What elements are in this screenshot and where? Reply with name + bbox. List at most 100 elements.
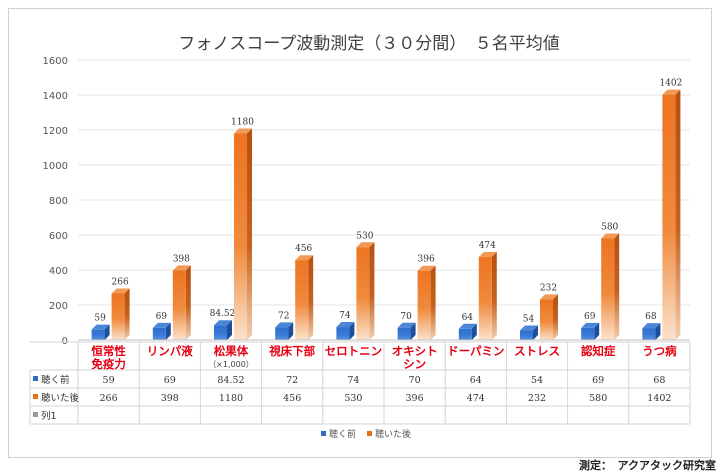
bar-before-value-label: 54 [523, 315, 535, 325]
bar-after-value-label: 1180 [231, 118, 254, 128]
bar-after-value-label: 474 [479, 241, 496, 251]
category-label: うつ病 [642, 344, 677, 358]
chart-frame: フォノスコープ波動測定（３０分間） ５名平均値 [8, 8, 712, 458]
bar-before [336, 327, 350, 340]
bar-after-top [601, 233, 620, 239]
legend-label-after: 聴いた後 [375, 428, 411, 440]
bar-after [234, 133, 247, 340]
bar-before-side [165, 322, 171, 340]
bar-before-side [288, 322, 294, 340]
bar-after-side [491, 252, 497, 340]
bar-before [581, 327, 595, 340]
chart-title: フォノスコープ波動測定（３０分間） ５名平均値 [178, 34, 560, 54]
bar-after-top [478, 252, 497, 258]
bar-before-top [91, 324, 110, 330]
bar-after-value-label: 456 [295, 244, 312, 254]
bar-before-side [104, 324, 110, 340]
bar-after-top [234, 128, 252, 134]
category-label: 免疫力 [91, 357, 126, 371]
bar-before [91, 329, 105, 340]
table-cell-before: 69 [592, 375, 604, 386]
y-tick-label: 400 [49, 266, 68, 277]
bar-after [478, 257, 492, 340]
category-label: 松果体 [214, 344, 249, 358]
bar-before-top [581, 322, 600, 328]
category-label: リンパ液 [147, 344, 193, 358]
y-tick-label: 800 [49, 196, 68, 207]
y-tick-label: 600 [49, 231, 68, 242]
bar-before-value-label: 64 [462, 313, 474, 323]
bar-before-side [655, 323, 661, 340]
table-row-header: 聴いた後 [41, 392, 80, 404]
bar-after-side [430, 265, 436, 340]
table-cell-before: 74 [347, 375, 359, 386]
table-cell-before: 69 [164, 375, 176, 386]
y-tick-label: 1200 [43, 126, 68, 137]
bar-before [214, 325, 227, 340]
category-label: シン [403, 357, 426, 371]
bar-before-value-label: 74 [339, 311, 351, 321]
y-tick-label: 1600 [43, 56, 68, 67]
table-cell-before: 59 [103, 375, 115, 386]
bar-after [601, 238, 615, 340]
table-legend-key [33, 376, 38, 381]
category-label: ドーパミン [447, 344, 504, 358]
bar-before-side [594, 322, 600, 340]
table-cell-after: 232 [528, 393, 546, 404]
table-cell-after: 1402 [647, 393, 671, 404]
bar-before-side [227, 320, 232, 340]
bar-after-value-label: 398 [173, 254, 190, 264]
table-cell-before: 64 [470, 375, 482, 386]
legend-marker-before [321, 431, 326, 436]
table-cell-after: 474 [467, 393, 485, 404]
y-tick-label: 1000 [43, 161, 68, 172]
bar-after-top [172, 265, 191, 271]
table-legend-key [33, 394, 38, 399]
bar-before-top [336, 322, 355, 328]
table-row-header: 聴く前 [41, 374, 70, 386]
bar-after-top [111, 288, 130, 294]
table-cell-after: 266 [100, 393, 118, 404]
bar-after [295, 260, 309, 340]
bar-before-top [397, 322, 416, 328]
bar-after [662, 94, 676, 341]
bar-before-value-label: 70 [400, 312, 412, 322]
bar-before-top [214, 320, 232, 326]
bar-after-value-label: 1402 [659, 79, 682, 89]
bar-after-side [308, 255, 314, 340]
bar-before-top [642, 323, 661, 329]
category-label: ストレス [514, 344, 560, 358]
bar-before-side [349, 322, 355, 340]
bar-before-value-label: 84.52 [210, 309, 236, 319]
bar-before [397, 327, 411, 340]
category-label: 認知症 [581, 344, 616, 358]
bar-before-top [152, 322, 171, 328]
table-legend-key [33, 412, 38, 417]
bar-before [275, 327, 289, 340]
category-label: 恒常性 [91, 344, 126, 358]
legend-label-before: 聴く前 [329, 428, 356, 440]
bar-after-value-label: 580 [601, 223, 618, 233]
bar-after [356, 247, 370, 340]
bar-after-side [675, 89, 681, 341]
bar-before-value-label: 72 [278, 311, 289, 321]
bar-before-value-label: 69 [584, 312, 596, 322]
bar-before [642, 328, 656, 340]
bar-after-top [662, 89, 681, 95]
bar-after-side [614, 233, 620, 340]
bar-before-side [533, 325, 538, 340]
table-cell-before: 72 [286, 375, 298, 386]
table-cell-after: 398 [161, 393, 179, 404]
table-cell-before: 54 [531, 375, 543, 386]
bar-before-top [275, 322, 294, 328]
category-label: セロトニン [325, 344, 383, 358]
bar-before-top [520, 325, 538, 331]
bar-after [172, 270, 186, 340]
bar-after-top [540, 294, 558, 300]
bar-before [520, 330, 533, 340]
bar-after-side [124, 288, 130, 340]
bar-before [458, 328, 472, 340]
bar-before-side [410, 322, 416, 340]
bar-after-side [247, 128, 252, 340]
bar-after-side [553, 294, 558, 340]
